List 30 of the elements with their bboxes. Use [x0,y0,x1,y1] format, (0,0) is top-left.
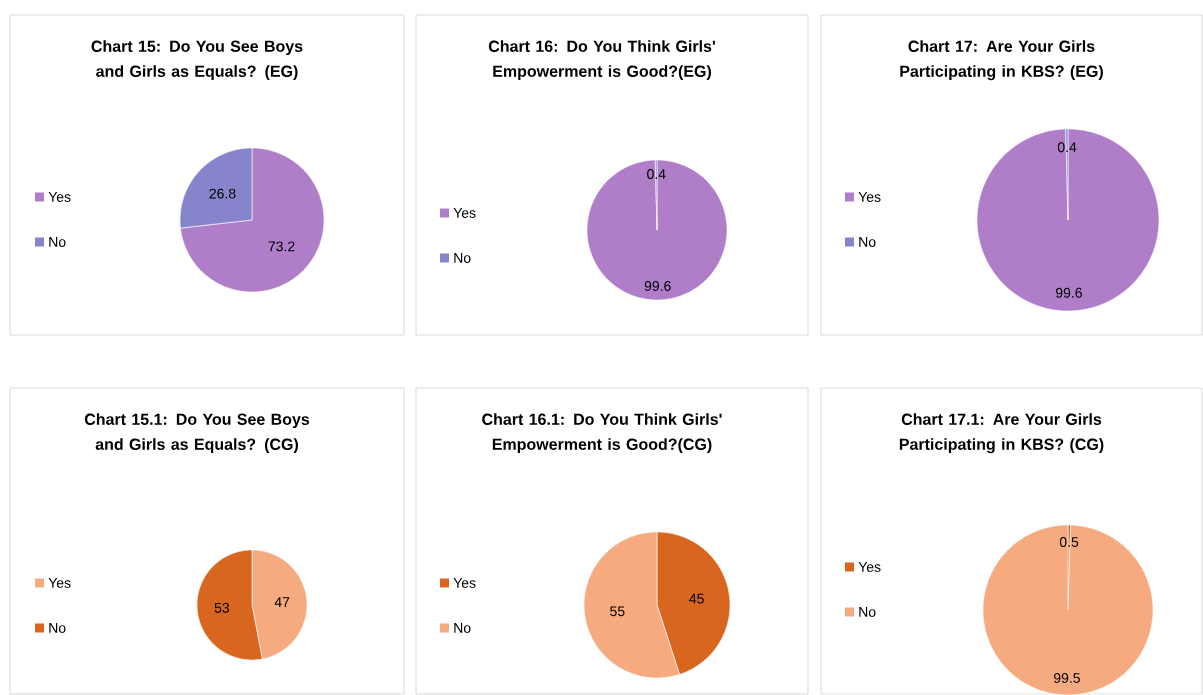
chart-title: Chart 16: Do You Think Girls' Empowerment is Good?(EG) [488,40,715,80]
legend-label: Yes [48,191,71,202]
legend-label: Yes [453,207,476,218]
chart-title: Chart 17.1: Are Your Girls Participating in KBS? (CG) [899,413,1104,454]
data-label: 99.5 [1053,672,1080,683]
data-label: 45 [689,593,704,604]
chart-title: Chart 15: Do You See Boys and Girls as Equals? (EG) [91,40,303,80]
legend-label: No [454,622,471,633]
data-label: 26.8 [209,188,236,199]
chart-title: Chart 17: Are Your Girls Participating in KBS? (EG) [900,40,1103,81]
legend-label: Yes [858,561,881,572]
data-label: 55 [610,606,625,617]
legend-label: No [859,606,876,617]
legend-label: No [454,252,471,263]
chart-title: Chart 16.1: Do You Think Girls' Empowerment is Good?(CG) [482,413,722,453]
data-label: 47 [274,597,290,607]
data-label: 0.5 [1059,536,1079,547]
chart-title: Chart 15.1: Do You See Boys and Girls as Equals? (CG) [84,413,310,453]
data-label: 99.6 [1055,287,1082,298]
data-label: 0.4 [1057,142,1077,153]
legend-label: Yes [453,577,476,588]
data-label: 53 [214,602,230,613]
legend-label: Yes [48,577,71,588]
data-label: 99.6 [644,280,671,291]
data-label: 73.2 [268,241,295,252]
legend-label: No [49,622,66,633]
data-label: 0.4 [647,168,666,179]
legend-label: Yes [858,191,881,202]
legend-label: No [859,236,876,247]
legend-label: No [49,236,66,247]
